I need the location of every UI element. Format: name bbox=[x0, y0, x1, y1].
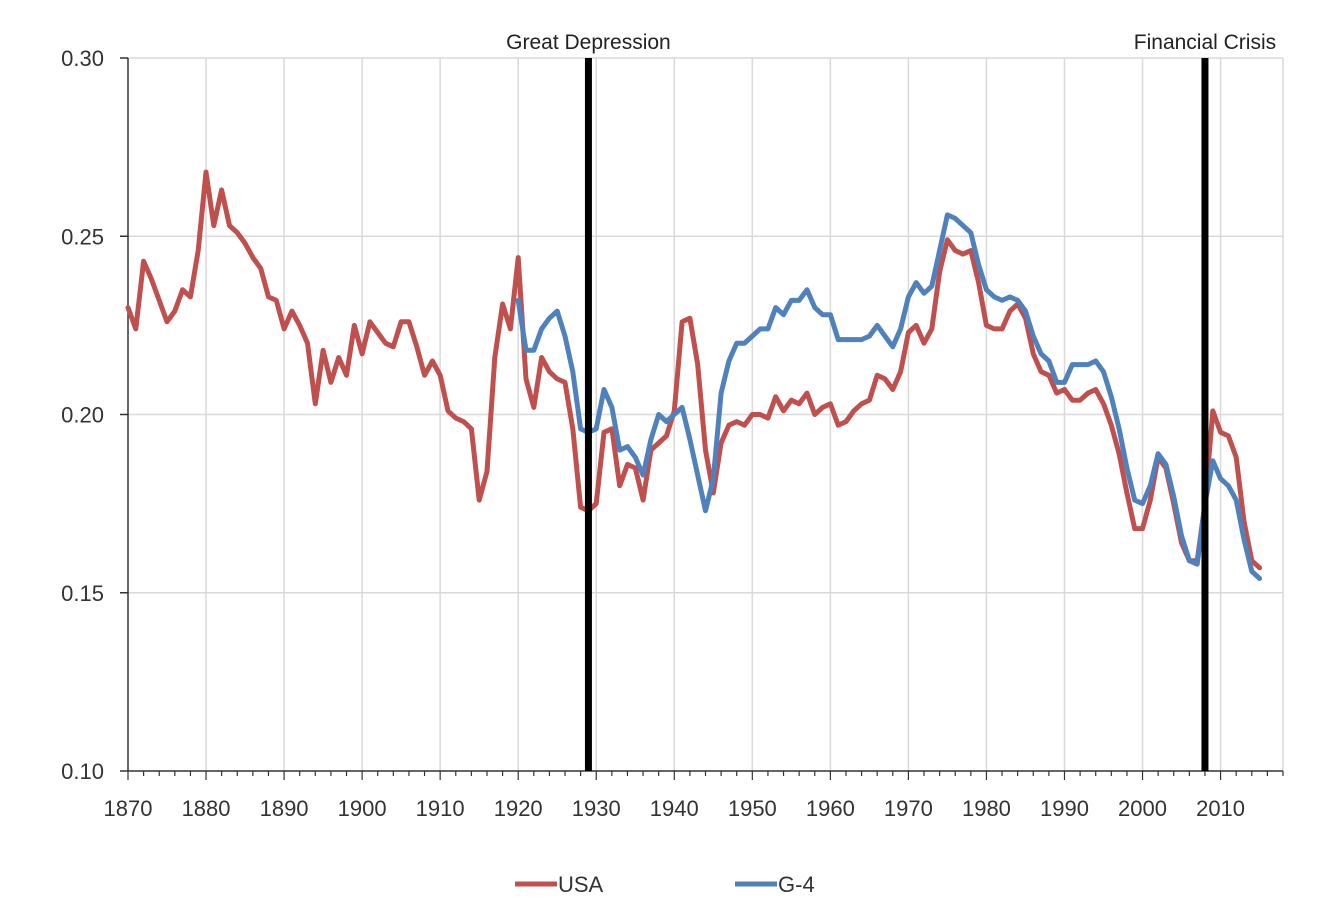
x-tick-label: 1960 bbox=[806, 796, 855, 821]
series-layer bbox=[125, 169, 1263, 581]
y-tick-label: 0.10 bbox=[61, 759, 104, 784]
axes-layer: 0.10 0.15 0.20 0.25 0.30 1870 1880 1890 1900 1910… bbox=[61, 46, 1284, 821]
series-line-usa bbox=[125, 169, 1263, 571]
x-tick-label: 1940 bbox=[650, 796, 699, 821]
y-tick-label: 0.25 bbox=[61, 224, 104, 249]
y-tick-label: 0.15 bbox=[61, 581, 104, 606]
legend-label: USA bbox=[558, 872, 604, 897]
series-line-g-4 bbox=[515, 212, 1263, 581]
x-tick-label: 1880 bbox=[182, 796, 231, 821]
y-tick-label: 0.20 bbox=[61, 403, 104, 428]
grid-layer bbox=[128, 57, 1284, 771]
y-tick-label: 0.30 bbox=[61, 46, 104, 71]
x-tick-label: 1870 bbox=[104, 796, 153, 821]
x-tick-label: 1980 bbox=[962, 796, 1011, 821]
x-tick-label: 1900 bbox=[338, 796, 387, 821]
x-tick-label: 1970 bbox=[884, 796, 933, 821]
x-tick-label: 1950 bbox=[728, 796, 777, 821]
legend: USA G-4 bbox=[515, 872, 815, 897]
event-label: Great Depression bbox=[506, 31, 671, 54]
x-tick-label: 1990 bbox=[1040, 796, 1089, 821]
x-tick-label: 2000 bbox=[1118, 796, 1167, 821]
event-label: Financial Crisis bbox=[1134, 31, 1276, 54]
x-tick-label: 1930 bbox=[572, 796, 621, 821]
x-tick-label: 2010 bbox=[1196, 796, 1245, 821]
x-tick-label: 1920 bbox=[494, 796, 543, 821]
event-layer: Great Depression Financial Crisis bbox=[506, 31, 1276, 771]
x-tick-label: 1890 bbox=[260, 796, 309, 821]
x-tick-label: 1910 bbox=[416, 796, 465, 821]
legend-label: G-4 bbox=[778, 872, 815, 897]
